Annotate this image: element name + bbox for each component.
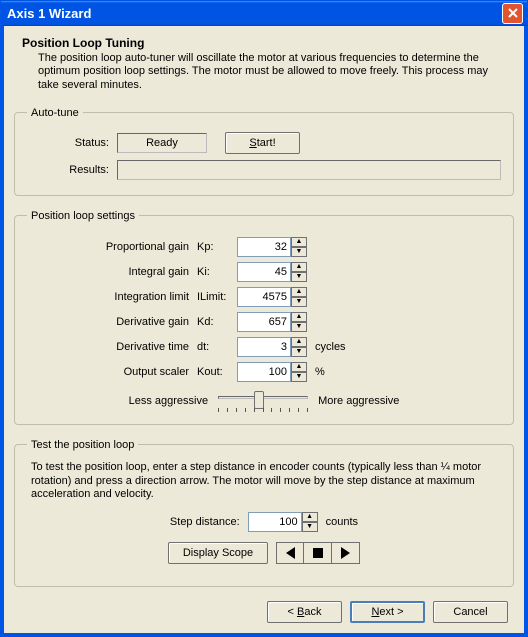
page-description: The position loop auto-tuner will oscill… <box>38 52 506 93</box>
kp-input[interactable] <box>237 237 291 257</box>
dt-up[interactable]: ▲ <box>291 337 307 347</box>
stop-icon <box>313 548 323 558</box>
status-value: Ready <box>117 133 207 153</box>
dt-input[interactable] <box>237 337 291 357</box>
slider-thumb[interactable] <box>254 391 264 409</box>
stop-button[interactable] <box>304 542 332 564</box>
kd-down[interactable]: ▼ <box>291 322 307 332</box>
ki-up[interactable]: ▲ <box>291 262 307 272</box>
settings-legend: Position loop settings <box>27 210 139 222</box>
start-button[interactable]: Start! <box>225 132 300 154</box>
setting-dt: Derivative time dt: ▲▼ cycles <box>27 337 501 357</box>
window-title: Axis 1 Wizard <box>7 6 502 21</box>
kd-up[interactable]: ▲ <box>291 312 307 322</box>
next-button[interactable]: Next > <box>350 601 425 623</box>
results-label: Results: <box>27 164 117 176</box>
arrow-right-icon <box>341 547 350 559</box>
setting-ilimit: Integration limit ILimit: ▲▼ <box>27 287 501 307</box>
kp-up[interactable]: ▲ <box>291 237 307 247</box>
setting-kd: Derivative gain Kd: ▲▼ <box>27 312 501 332</box>
autotune-legend: Auto-tune <box>27 107 83 119</box>
results-value <box>117 160 501 180</box>
step-right-button[interactable] <box>332 542 360 564</box>
ki-input[interactable] <box>237 262 291 282</box>
wizard-footer: < Back Next > Cancel <box>14 597 514 623</box>
ilimit-down[interactable]: ▼ <box>291 297 307 307</box>
content-area: Position Loop Tuning The position loop a… <box>1 26 527 637</box>
step-left-button[interactable] <box>276 542 304 564</box>
aggressiveness-slider[interactable] <box>218 390 308 412</box>
kout-down[interactable]: ▼ <box>291 372 307 382</box>
setting-ki: Integral gain Ki: ▲▼ <box>27 262 501 282</box>
ki-down[interactable]: ▼ <box>291 272 307 282</box>
kout-up[interactable]: ▲ <box>291 362 307 372</box>
autotune-group: Auto-tune Status: Ready Start! Results: <box>14 107 514 196</box>
slider-left-label: Less aggressive <box>129 395 209 407</box>
kp-down[interactable]: ▼ <box>291 247 307 257</box>
step-label: Step distance: <box>170 516 240 528</box>
dt-down[interactable]: ▼ <box>291 347 307 357</box>
cancel-button[interactable]: Cancel <box>433 601 508 623</box>
wizard-window: Axis 1 Wizard Position Loop Tuning The p… <box>0 0 528 637</box>
close-button[interactable] <box>502 3 523 24</box>
status-label: Status: <box>27 137 117 149</box>
close-icon <box>507 7 519 19</box>
arrow-left-icon <box>286 547 295 559</box>
step-distance-input[interactable] <box>248 512 302 532</box>
kd-input[interactable] <box>237 312 291 332</box>
ilimit-up[interactable]: ▲ <box>291 287 307 297</box>
test-description: To test the position loop, enter a step … <box>31 461 497 502</box>
step-unit: counts <box>326 516 358 528</box>
kout-input[interactable] <box>237 362 291 382</box>
display-scope-button[interactable]: Display Scope <box>168 542 268 564</box>
back-button[interactable]: < Back <box>267 601 342 623</box>
titlebar: Axis 1 Wizard <box>1 1 527 26</box>
step-up[interactable]: ▲ <box>302 512 318 522</box>
test-group: Test the position loop To test the posit… <box>14 439 514 587</box>
page-title: Position Loop Tuning <box>22 36 514 50</box>
setting-kp: Proportional gain Kp: ▲▼ <box>27 237 501 257</box>
setting-kout: Output scaler Kout: ▲▼ % <box>27 362 501 382</box>
settings-group: Position loop settings Proportional gain… <box>14 210 514 425</box>
test-legend: Test the position loop <box>27 439 138 451</box>
slider-right-label: More aggressive <box>318 395 399 407</box>
ilimit-input[interactable] <box>237 287 291 307</box>
step-down[interactable]: ▼ <box>302 522 318 532</box>
